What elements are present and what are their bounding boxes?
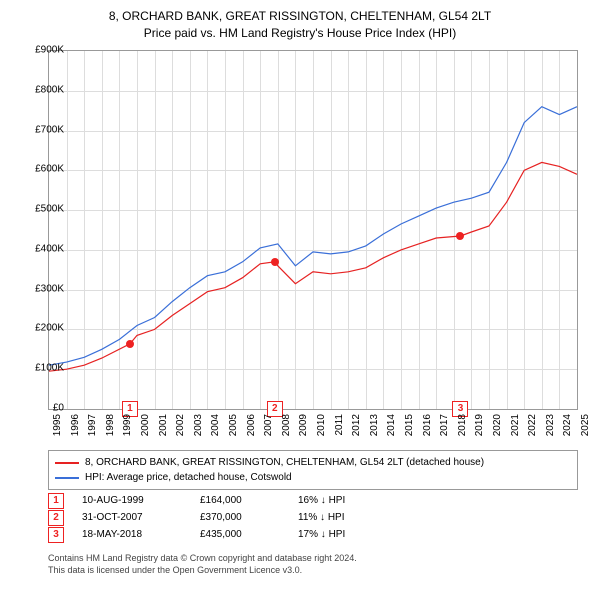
sales-date: 18-MAY-2018 — [82, 526, 182, 543]
x-axis-label: 2017 — [439, 414, 450, 436]
x-axis-label: 2024 — [562, 414, 573, 436]
x-axis-label: 2003 — [193, 414, 204, 436]
x-axis-label: 2021 — [510, 414, 521, 436]
x-axis-label: 1995 — [52, 414, 63, 436]
x-axis-label: 1997 — [87, 414, 98, 436]
x-axis-label: 2005 — [228, 414, 239, 436]
footer-line2: This data is licensed under the Open Gov… — [48, 565, 357, 577]
x-axis-label: 2006 — [246, 414, 257, 436]
y-axis-label: £400K — [16, 243, 64, 254]
x-axis-label: 2009 — [298, 414, 309, 436]
x-axis-label: 2013 — [369, 414, 380, 436]
x-axis-label: 2020 — [492, 414, 503, 436]
y-axis-label: £300K — [16, 283, 64, 294]
marker-dot-2 — [271, 258, 279, 266]
chart-plot-area: 123 — [48, 50, 578, 410]
sales-diff: 17% ↓ HPI — [298, 526, 398, 543]
x-axis-label: 2001 — [158, 414, 169, 436]
sales-marker: 1 — [48, 493, 64, 509]
legend-label: 8, ORCHARD BANK, GREAT RISSINGTON, CHELT… — [85, 455, 484, 470]
x-axis-label: 2007 — [263, 414, 274, 436]
legend-box: 8, ORCHARD BANK, GREAT RISSINGTON, CHELT… — [48, 450, 578, 490]
y-axis-label: £600K — [16, 164, 64, 175]
x-axis-label: 2002 — [175, 414, 186, 436]
series-line-hpi — [49, 107, 577, 366]
x-axis-label: 2022 — [527, 414, 538, 436]
legend-row: HPI: Average price, detached house, Cots… — [55, 470, 571, 485]
footer-credits: Contains HM Land Registry data © Crown c… — [48, 553, 357, 576]
sales-diff: 16% ↓ HPI — [298, 492, 398, 509]
legend-label: HPI: Average price, detached house, Cots… — [85, 470, 292, 485]
x-axis-label: 2008 — [281, 414, 292, 436]
sales-price: £435,000 — [200, 526, 280, 543]
sales-marker: 3 — [48, 527, 64, 543]
y-axis-label: £800K — [16, 84, 64, 95]
x-axis-label: 2010 — [316, 414, 327, 436]
title-line2: Price paid vs. HM Land Registry's House … — [0, 25, 600, 42]
sales-price: £370,000 — [200, 509, 280, 526]
y-axis-label: £0 — [16, 403, 64, 414]
legend-swatch — [55, 462, 79, 464]
x-axis-label: 2000 — [140, 414, 151, 436]
sales-row: 3 18-MAY-2018 £435,000 17% ↓ HPI — [48, 526, 578, 543]
legend-swatch — [55, 477, 79, 479]
chart-title: 8, ORCHARD BANK, GREAT RISSINGTON, CHELT… — [0, 0, 600, 42]
x-axis-label: 2011 — [334, 414, 345, 436]
sales-table: 1 10-AUG-1999 £164,000 16% ↓ HPI 2 31-OCT-200… — [48, 492, 578, 543]
x-axis-label: 2018 — [457, 414, 468, 436]
legend-row: 8, ORCHARD BANK, GREAT RISSINGTON, CHELT… — [55, 455, 571, 470]
marker-dot-3 — [456, 232, 464, 240]
x-axis-label: 2004 — [210, 414, 221, 436]
x-axis-label: 2015 — [404, 414, 415, 436]
x-axis-label: 2014 — [386, 414, 397, 436]
y-axis-label: £500K — [16, 204, 64, 215]
x-axis-label: 2016 — [422, 414, 433, 436]
sales-row: 1 10-AUG-1999 £164,000 16% ↓ HPI — [48, 492, 578, 509]
x-axis-label: 1996 — [70, 414, 81, 436]
x-axis-label: 1999 — [122, 414, 133, 436]
x-axis-label: 2025 — [580, 414, 591, 436]
y-axis-label: £700K — [16, 124, 64, 135]
sales-price: £164,000 — [200, 492, 280, 509]
y-axis-label: £200K — [16, 323, 64, 334]
y-axis-label: £100K — [16, 363, 64, 374]
title-line1: 8, ORCHARD BANK, GREAT RISSINGTON, CHELT… — [0, 8, 600, 25]
sales-row: 2 31-OCT-2007 £370,000 11% ↓ HPI — [48, 509, 578, 526]
sales-diff: 11% ↓ HPI — [298, 509, 398, 526]
x-axis-label: 2019 — [474, 414, 485, 436]
sales-date: 31-OCT-2007 — [82, 509, 182, 526]
y-axis-label: £900K — [16, 45, 64, 56]
sales-marker: 2 — [48, 510, 64, 526]
footer-line1: Contains HM Land Registry data © Crown c… — [48, 553, 357, 565]
marker-dot-1 — [126, 340, 134, 348]
x-axis-label: 2023 — [545, 414, 556, 436]
x-axis-label: 1998 — [105, 414, 116, 436]
x-axis-label: 2012 — [351, 414, 362, 436]
sales-date: 10-AUG-1999 — [82, 492, 182, 509]
